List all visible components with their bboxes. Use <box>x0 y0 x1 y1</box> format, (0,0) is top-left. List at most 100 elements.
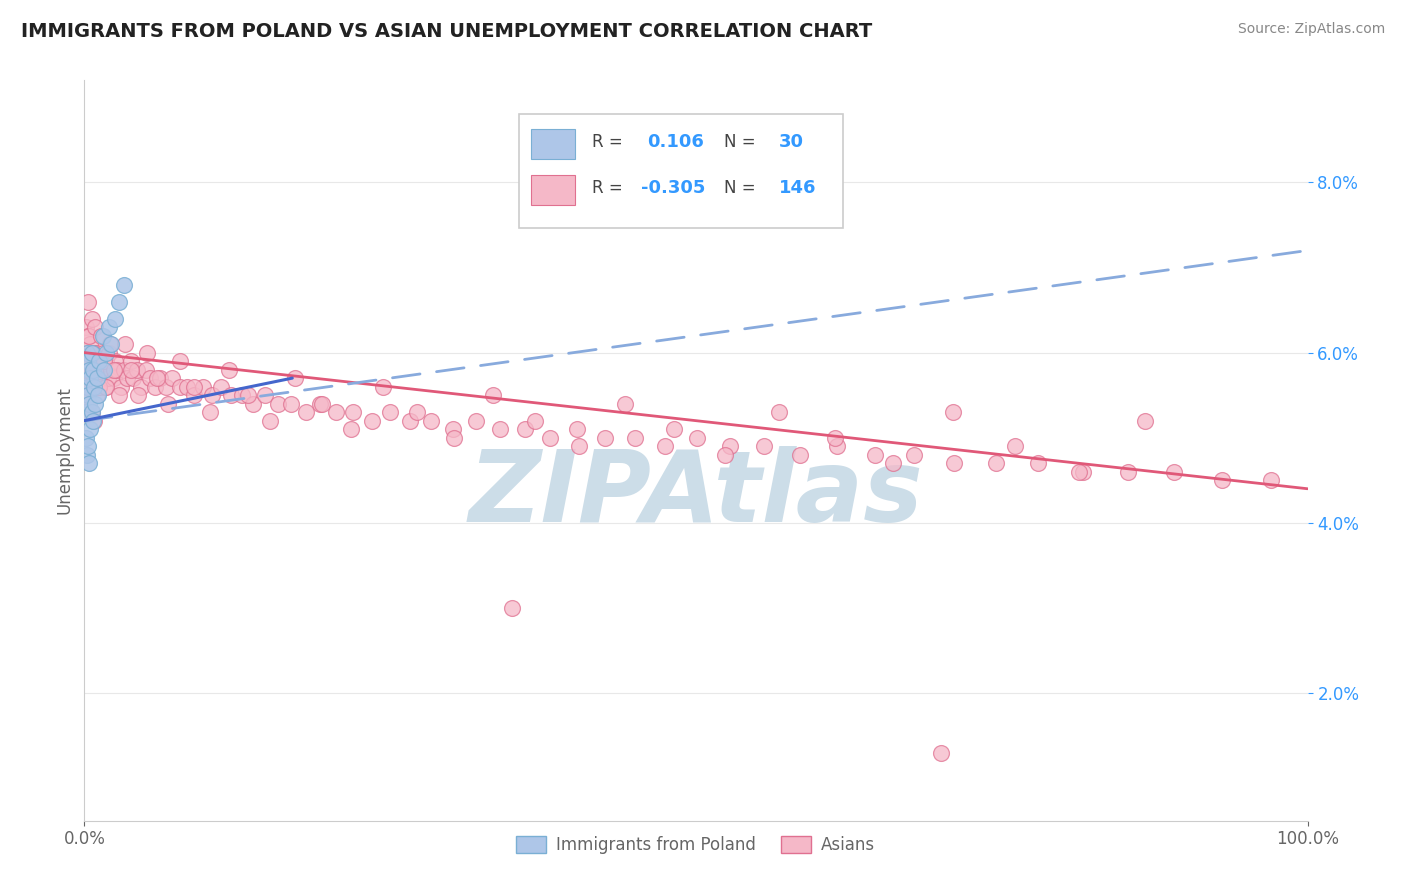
Point <box>96 379 118 393</box>
Point <box>84 354 107 368</box>
Point <box>714 448 737 462</box>
Point <box>93 362 115 376</box>
Point <box>84 320 107 334</box>
FancyBboxPatch shape <box>531 129 575 159</box>
Point <box>77 397 100 411</box>
Point <box>135 362 157 376</box>
Point <box>87 388 110 402</box>
Point <box>112 277 135 292</box>
Point <box>183 379 205 393</box>
Point <box>77 328 100 343</box>
Point <box>96 345 118 359</box>
Point <box>94 379 117 393</box>
Point <box>238 388 260 402</box>
Legend: Immigrants from Poland, Asians: Immigrants from Poland, Asians <box>510 829 882 861</box>
Point <box>1004 439 1026 453</box>
Text: 0.106: 0.106 <box>647 133 704 151</box>
Point <box>464 414 486 428</box>
Point <box>294 405 316 419</box>
Point <box>80 362 103 376</box>
Point <box>149 371 172 385</box>
Point <box>97 371 120 385</box>
Point <box>882 456 904 470</box>
Point <box>120 354 142 368</box>
Point <box>82 362 104 376</box>
Point <box>441 422 464 436</box>
Point <box>191 379 214 393</box>
Point <box>93 354 115 368</box>
Point <box>125 362 148 376</box>
Point <box>482 388 505 402</box>
Point <box>360 414 382 428</box>
Point <box>79 371 101 385</box>
Point <box>90 328 112 343</box>
Point <box>169 354 191 368</box>
Point <box>825 439 848 453</box>
Point <box>1211 473 1233 487</box>
Point <box>200 405 222 419</box>
Point <box>86 354 108 368</box>
Point <box>77 397 100 411</box>
Point <box>77 439 100 453</box>
Point <box>155 379 177 393</box>
Point <box>254 388 277 402</box>
Point <box>87 362 110 376</box>
Point <box>120 362 142 376</box>
Point <box>513 422 536 436</box>
Point <box>139 371 162 385</box>
Point <box>103 362 125 376</box>
Point <box>1133 414 1156 428</box>
Point <box>82 345 104 359</box>
Point <box>127 388 149 402</box>
Point <box>80 311 103 326</box>
Point <box>104 354 127 368</box>
Point <box>80 405 103 419</box>
Point <box>87 379 110 393</box>
Point <box>76 345 98 359</box>
Point <box>218 362 240 376</box>
Point <box>718 439 741 453</box>
Point <box>79 422 101 436</box>
Text: IMMIGRANTS FROM POLAND VS ASIAN UNEMPLOYMENT CORRELATION CHART: IMMIGRANTS FROM POLAND VS ASIAN UNEMPLOY… <box>21 22 872 41</box>
Point <box>200 388 222 402</box>
Point <box>311 397 333 411</box>
Point <box>91 345 114 359</box>
Point <box>789 448 811 462</box>
Point <box>77 354 100 368</box>
Point <box>231 388 253 402</box>
Point <box>443 431 465 445</box>
Point <box>77 362 100 376</box>
Point <box>406 405 429 419</box>
Point <box>82 414 104 428</box>
Point <box>162 371 184 385</box>
Point <box>824 431 846 445</box>
Point <box>91 328 114 343</box>
Point <box>903 448 925 462</box>
Point <box>107 294 129 309</box>
Point <box>567 422 589 436</box>
Point <box>1116 465 1139 479</box>
Text: R =: R = <box>592 178 623 196</box>
Point <box>110 379 132 393</box>
FancyBboxPatch shape <box>519 113 842 228</box>
Point <box>75 320 97 334</box>
Point <box>75 405 97 419</box>
Point <box>662 422 685 436</box>
Point <box>595 431 617 445</box>
Point <box>1260 473 1282 487</box>
Point <box>86 345 108 359</box>
Point <box>624 431 647 445</box>
Point <box>942 405 965 419</box>
Point <box>76 345 98 359</box>
Point <box>242 397 264 411</box>
Point <box>122 371 145 385</box>
Point <box>169 379 191 393</box>
Point <box>96 354 118 368</box>
Point <box>754 439 776 453</box>
Point <box>129 379 152 393</box>
Point <box>80 405 103 419</box>
Point <box>107 388 129 402</box>
Point <box>100 337 122 351</box>
Point <box>77 328 100 343</box>
Point <box>104 311 127 326</box>
